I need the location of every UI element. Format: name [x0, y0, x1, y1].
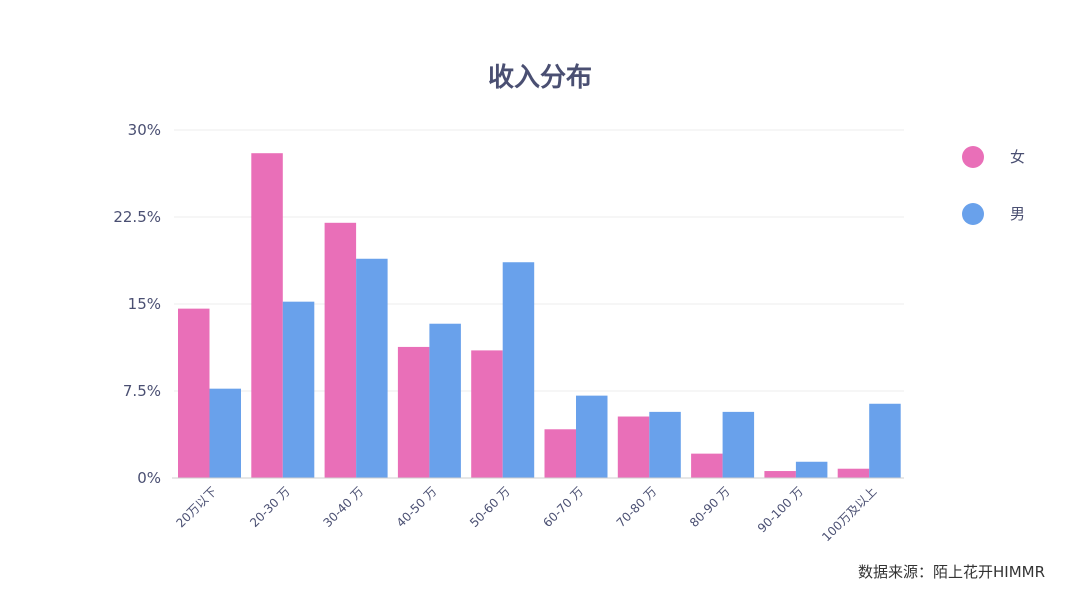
- bar-male[interactable]: [282, 301, 315, 478]
- y-tick-label: 15%: [128, 295, 161, 313]
- y-tick-label: 7.5%: [123, 382, 161, 400]
- legend-swatch-male: [962, 203, 984, 225]
- bar-male[interactable]: [869, 403, 901, 478]
- bar-female[interactable]: [544, 429, 577, 478]
- x-tick-label: 100万及以上: [819, 484, 879, 544]
- legend[interactable]: 女 男: [962, 146, 1025, 225]
- bar-female[interactable]: [178, 308, 210, 478]
- bar-male[interactable]: [356, 258, 388, 478]
- bar-female[interactable]: [251, 153, 283, 478]
- bar-male[interactable]: [722, 411, 755, 478]
- bar-male[interactable]: [649, 411, 681, 478]
- legend-swatch-female: [962, 146, 984, 168]
- legend-label-female: 女: [1010, 148, 1025, 166]
- y-tick-label: 30%: [128, 121, 161, 139]
- x-tick-label: 90-100 万: [755, 484, 806, 535]
- x-tick-label: 60-70 万: [540, 484, 586, 530]
- y-axis-ticks: 0% 7.5% 15% 22.5% 30%: [113, 121, 161, 487]
- bars: [178, 153, 901, 478]
- bar-female[interactable]: [837, 468, 870, 478]
- bar-female[interactable]: [324, 222, 357, 478]
- x-axis-ticks: 20万以下 20-30 万 30-40 万 40-50 万 50-60 万 60-70 万…: [173, 484, 879, 544]
- x-tick-label: 20万以下: [173, 484, 219, 530]
- chart-title: 收入分布: [488, 63, 592, 93]
- x-tick-label: 40-50 万: [394, 484, 440, 530]
- bar-male[interactable]: [576, 395, 608, 478]
- legend-label-male: 男: [1010, 205, 1025, 223]
- x-tick-label: 70-80 万: [614, 484, 660, 530]
- legend-item-female[interactable]: 女: [962, 146, 1025, 168]
- bar-female[interactable]: [471, 350, 503, 478]
- bar-female[interactable]: [397, 346, 430, 478]
- bar-female[interactable]: [764, 471, 796, 478]
- x-tick-label: 80-90 万: [687, 484, 733, 530]
- y-tick-label: 22.5%: [113, 208, 161, 226]
- y-tick-label: 0%: [137, 469, 161, 487]
- legend-item-male[interactable]: 男: [962, 203, 1025, 225]
- bar-female[interactable]: [691, 453, 723, 478]
- bar-male[interactable]: [795, 461, 828, 478]
- bar-male[interactable]: [502, 262, 535, 478]
- x-tick-label: 50-60 万: [467, 484, 513, 530]
- bar-female[interactable]: [617, 416, 650, 478]
- x-tick-label: 30-40 万: [320, 484, 366, 530]
- x-tick-label: 20-30 万: [247, 484, 293, 530]
- bar-male[interactable]: [429, 323, 461, 478]
- source-note: 数据来源：陌上花开HIMMR: [858, 563, 1045, 581]
- bar-male[interactable]: [209, 388, 242, 478]
